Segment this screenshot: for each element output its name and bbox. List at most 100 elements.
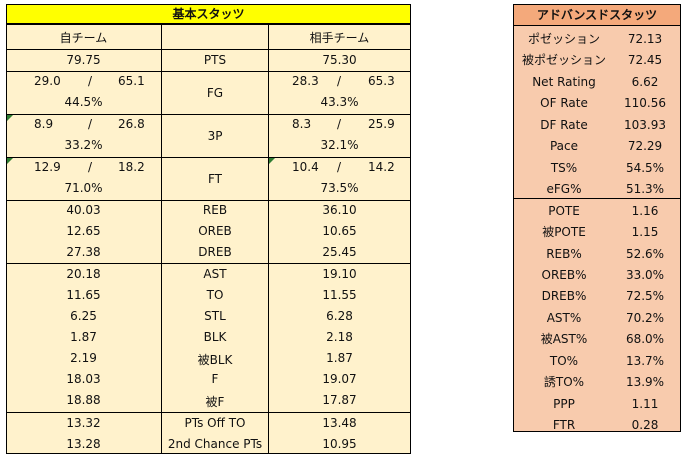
advanced-row-label: Pace	[549, 139, 579, 154]
cell-note-marker	[269, 158, 275, 164]
cell-note-marker	[7, 158, 13, 164]
advanced-row: TO% 13.7%	[513, 351, 679, 372]
fg-label: FG	[206, 86, 224, 100]
blocked-own: 2.19	[70, 351, 97, 365]
reb-own: 40.03	[66, 203, 101, 217]
header-opp-team: 相手チーム	[309, 31, 370, 45]
reb-label: REB	[202, 203, 228, 217]
advanced-row: TS% 54.5%	[513, 158, 679, 179]
second-chance-label: 2nd Chance PTs	[167, 437, 263, 451]
advanced-row-label: 誘TO%	[543, 375, 585, 390]
advanced-stats-table: アドバンスドスタッツ ポゼッション 72.13 被ポゼッション 72.45 Net Ra…	[513, 4, 681, 432]
ast-own: 20.18	[66, 267, 101, 281]
advanced-stats-body	[513, 26, 681, 432]
advanced-row-value: 6.62	[631, 74, 659, 89]
advanced-row-label: TS%	[550, 160, 578, 175]
ft-opp-made: 10.4	[292, 160, 319, 174]
advanced-row: 被POTE 1.15	[513, 222, 679, 243]
ft-own-sep: /	[88, 160, 93, 174]
fg-own-att: 65.1	[118, 74, 145, 88]
header-own-team: 自チーム	[59, 31, 108, 45]
fg-opp-made: 28.3	[292, 74, 319, 88]
stl-own: 6.25	[70, 309, 97, 323]
ft-label: FT	[207, 172, 223, 186]
advanced-row-label: OREB%	[541, 267, 587, 282]
advanced-row-value: 68.0%	[625, 332, 665, 347]
3p-label: 3P	[207, 129, 223, 143]
fg-opp-pct: 43.3%	[320, 95, 359, 109]
stl-opp: 6.28	[326, 309, 353, 323]
fg-own-made: 29.0	[34, 74, 61, 88]
advanced-row: 被AST% 68.0%	[513, 329, 679, 350]
advanced-row: FTR 0.28	[513, 415, 679, 436]
advanced-row: REB% 52.6%	[513, 244, 679, 265]
ft-own-pct: 71.0%	[64, 181, 103, 195]
ast-opp: 19.10	[322, 267, 357, 281]
cell-note-marker	[7, 115, 13, 121]
to-own: 11.65	[66, 288, 101, 302]
fouled-opp: 17.87	[322, 393, 357, 407]
advanced-row-label: PPP	[553, 396, 575, 411]
3p-own-pct: 33.2%	[64, 138, 103, 152]
advanced-row: OF Rate 110.56	[513, 93, 679, 114]
advanced-row-value: 13.7%	[625, 353, 665, 368]
advanced-row-value: 110.56	[624, 96, 666, 111]
pts-off-to-label: PTs Off TO	[184, 416, 246, 430]
advanced-row-label: ポゼッション	[527, 32, 600, 46]
fg-own-sep: /	[88, 74, 93, 88]
advanced-row-label: DF Rate	[540, 117, 588, 132]
ft-opp-sep: /	[337, 160, 342, 174]
reb-opp: 36.10	[322, 203, 357, 217]
second-chance-own: 13.28	[66, 437, 101, 451]
basic-stats-table: 基本スタッツ 自チーム 相手チーム 79.75 PTS 75.30 29.0 /…	[6, 4, 412, 454]
advanced-row-value: 72.29	[627, 139, 663, 154]
3p-opp-att: 25.9	[368, 117, 395, 131]
to-label: TO	[206, 288, 224, 302]
3p-own-made: 8.9	[34, 117, 54, 131]
advanced-row-value: 72.45	[627, 53, 663, 68]
pts-opp: 75.30	[322, 53, 357, 67]
advanced-row-label: 被ポゼッション	[521, 53, 606, 68]
foul-opp: 19.07	[322, 372, 357, 386]
advanced-row-value: 103.93	[624, 117, 666, 132]
advanced-stats-title: アドバンスドスタッツ	[513, 4, 681, 26]
pts-off-to-own: 13.32	[66, 416, 101, 430]
to-opp: 11.55	[322, 288, 357, 302]
advanced-row-label: POTE	[548, 203, 580, 218]
dreb-own: 27.38	[66, 245, 101, 259]
advanced-row-label: AST%	[546, 310, 582, 325]
advanced-row-label: 被AST%	[540, 332, 588, 347]
advanced-row-value: 13.9%	[625, 375, 665, 390]
pts-off-to-opp: 13.48	[322, 416, 357, 430]
advanced-row-value: 1.15	[631, 225, 659, 240]
advanced-row-value: 51.3%	[625, 182, 665, 197]
blk-own: 1.87	[70, 330, 97, 344]
advanced-row: PPP 1.11	[513, 394, 679, 415]
blk-opp: 2.18	[326, 330, 353, 344]
foul-label: F	[211, 372, 219, 386]
foul-own: 18.03	[66, 372, 101, 386]
advanced-row-label: 被POTE	[542, 225, 586, 240]
blocked-opp: 1.87	[326, 351, 353, 365]
dreb-label: DREB	[198, 245, 232, 259]
advanced-row-value: 70.2%	[625, 310, 665, 325]
oreb-own: 12.65	[66, 224, 101, 238]
advanced-row: Pace 72.29	[513, 136, 679, 157]
advanced-row: AST% 70.2%	[513, 308, 679, 329]
fouled-own: 18.88	[66, 393, 101, 407]
advanced-row-label: REB%	[546, 246, 582, 261]
3p-own-sep: /	[88, 117, 93, 131]
fg-opp-att: 65.3	[368, 74, 395, 88]
advanced-row-label: TO%	[549, 353, 579, 368]
blk-label: BLK	[203, 330, 227, 344]
advanced-row-value: 1.11	[631, 396, 659, 411]
advanced-row-label: FTR	[552, 418, 576, 433]
pts-label: PTS	[203, 53, 227, 67]
advanced-row: DREB% 72.5%	[513, 286, 679, 307]
fg-own-pct: 44.5%	[64, 95, 103, 109]
oreb-label: OREB	[198, 224, 232, 238]
3p-opp-made: 8.3	[292, 117, 312, 131]
3p-opp-sep: /	[337, 117, 342, 131]
advanced-row-label: Net Rating	[532, 74, 596, 89]
advanced-row-value: 1.16	[631, 203, 659, 218]
